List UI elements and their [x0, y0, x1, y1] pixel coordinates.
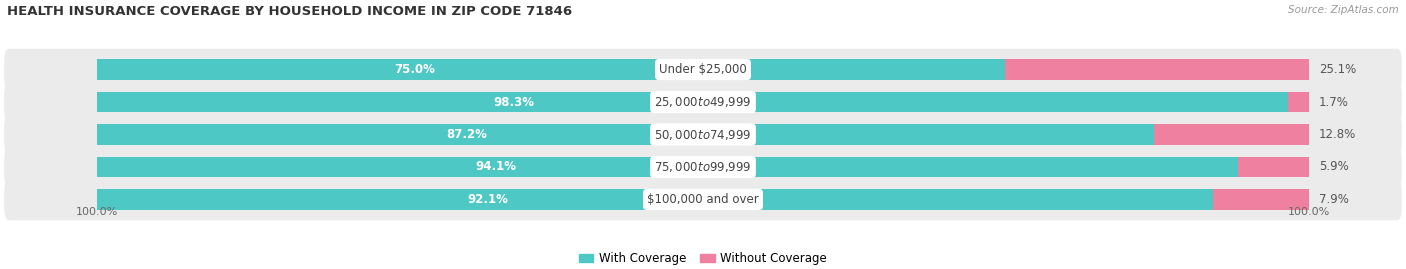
Text: $100,000 and over: $100,000 and over: [647, 193, 759, 206]
Text: $25,000 to $49,999: $25,000 to $49,999: [654, 95, 752, 109]
Text: Source: ZipAtlas.com: Source: ZipAtlas.com: [1288, 5, 1399, 15]
Text: 75.0%: 75.0%: [395, 63, 436, 76]
Text: $75,000 to $99,999: $75,000 to $99,999: [654, 160, 752, 174]
Legend: With Coverage, Without Coverage: With Coverage, Without Coverage: [574, 247, 832, 269]
Text: $50,000 to $74,999: $50,000 to $74,999: [654, 128, 752, 141]
FancyBboxPatch shape: [4, 179, 1402, 220]
FancyBboxPatch shape: [4, 114, 1402, 155]
Text: 7.9%: 7.9%: [1319, 193, 1348, 206]
Text: 87.2%: 87.2%: [447, 128, 488, 141]
Text: 25.1%: 25.1%: [1319, 63, 1355, 76]
Text: 12.8%: 12.8%: [1319, 128, 1355, 141]
Bar: [1237, 157, 1309, 177]
Text: 100.0%: 100.0%: [1288, 207, 1330, 217]
Bar: [1005, 59, 1309, 80]
Text: 94.1%: 94.1%: [475, 161, 516, 174]
Bar: [1288, 92, 1309, 112]
Bar: [97, 125, 1154, 144]
Bar: [97, 59, 1007, 80]
Bar: [1154, 125, 1309, 144]
Text: HEALTH INSURANCE COVERAGE BY HOUSEHOLD INCOME IN ZIP CODE 71846: HEALTH INSURANCE COVERAGE BY HOUSEHOLD I…: [7, 5, 572, 18]
Bar: [97, 189, 1213, 210]
Bar: [97, 92, 1288, 112]
FancyBboxPatch shape: [4, 49, 1402, 90]
Bar: [97, 157, 1237, 177]
Text: 98.3%: 98.3%: [494, 95, 534, 108]
FancyBboxPatch shape: [4, 81, 1402, 123]
Bar: [1213, 189, 1309, 210]
FancyBboxPatch shape: [4, 146, 1402, 188]
Text: Under $25,000: Under $25,000: [659, 63, 747, 76]
Text: 100.0%: 100.0%: [76, 207, 118, 217]
Text: 5.9%: 5.9%: [1319, 161, 1348, 174]
Text: 1.7%: 1.7%: [1319, 95, 1348, 108]
Text: 92.1%: 92.1%: [467, 193, 508, 206]
